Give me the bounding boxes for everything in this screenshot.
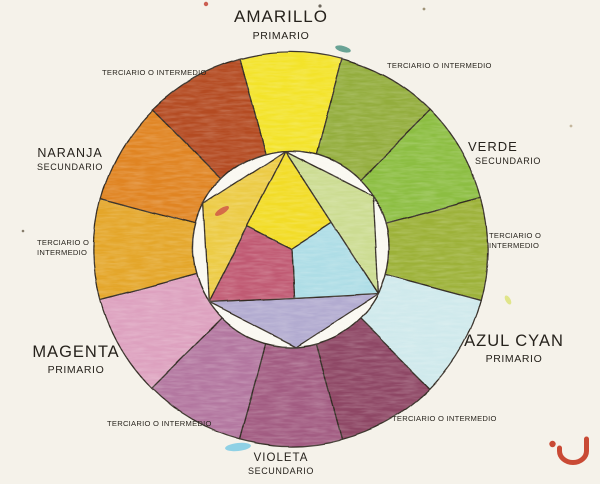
- scan-speck-3: [21, 229, 25, 233]
- label-naranja: NARANJA SECUNDARIO: [34, 146, 106, 172]
- crayon-smudge-0: [335, 45, 351, 53]
- label-magenta: MAGENTA PRIMARIO: [26, 343, 126, 376]
- label-violeta-name: VIOLETA: [253, 452, 309, 464]
- crayon-texture-overlay: [92, 50, 490, 448]
- label-naranja-category: SECUNDARIO: [36, 162, 103, 172]
- label-tertiary-bottom-right: TERCIARIO O INTERMEDIO: [392, 414, 497, 423]
- label-tertiary-right-line2: INTERMEDIO: [489, 241, 540, 250]
- label-tertiary-left-line1: TERCIARIO O: [37, 238, 90, 247]
- label-tertiary-right-line1: TERCIARIO O: [489, 231, 542, 240]
- label-magenta-name: MAGENTA: [32, 343, 120, 361]
- label-tertiary-right: TERCIARIO O INTERMEDIO: [489, 231, 541, 251]
- logo-curve: [557, 436, 589, 465]
- scan-speck-2: [422, 7, 426, 11]
- logo-dot: [549, 440, 556, 448]
- label-naranja-name: NARANJA: [37, 146, 103, 160]
- label-violeta-category: SECUNDARIO: [247, 466, 314, 476]
- label-amarillo-category: PRIMARIO: [252, 30, 310, 42]
- label-tertiary-bottom-left: TERCIARIO O INTERMEDIO: [107, 419, 212, 428]
- label-verde: VERDE SECUNDARIO: [468, 139, 558, 166]
- logo-mark: [549, 436, 589, 465]
- scan-speck-0: [203, 1, 209, 7]
- label-azul-cyan-category: PRIMARIO: [485, 353, 543, 365]
- label-tertiary-top-left: TERCIARIO O INTERMEDIO: [102, 68, 207, 77]
- label-violeta: VIOLETA SECUNDARIO: [221, 452, 341, 476]
- crayon-smudge-3: [504, 295, 512, 305]
- scan-speck-1: [318, 4, 322, 8]
- label-verde-category: SECUNDARIO: [475, 156, 542, 166]
- label-tertiary-top-right: TERCIARIO O INTERMEDIO: [387, 61, 492, 70]
- crayon-smudge-2: [215, 206, 229, 216]
- label-magenta-category: PRIMARIO: [47, 364, 105, 376]
- label-amarillo-name: AMARILLO: [234, 7, 328, 26]
- label-tertiary-left: TERCIARIO O INTERMEDIO: [37, 238, 89, 258]
- label-amarillo: AMARILLO PRIMARIO: [181, 7, 381, 42]
- label-tertiary-left-line2: INTERMEDIO: [37, 248, 88, 257]
- label-verde-name: VERDE: [468, 139, 518, 154]
- scan-speck-4: [569, 124, 573, 128]
- label-azul-cyan: AZUL CYAN PRIMARIO: [462, 332, 566, 365]
- crayon-smudge-1: [225, 442, 251, 452]
- label-azul-cyan-name: AZUL CYAN: [464, 332, 564, 350]
